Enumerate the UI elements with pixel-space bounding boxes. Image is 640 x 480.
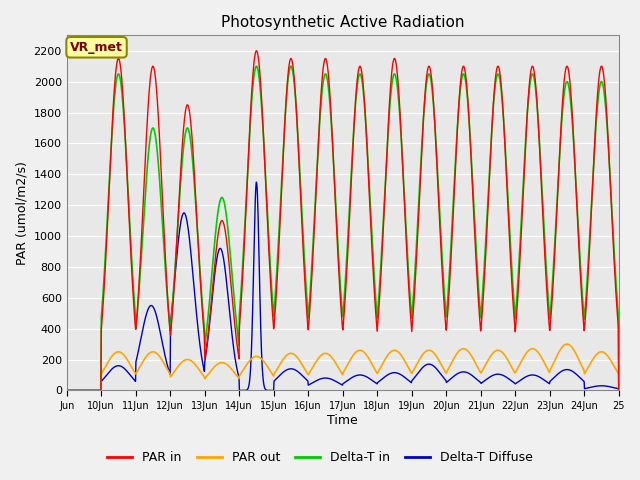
X-axis label: Time: Time [327,414,358,427]
Title: Photosynthetic Active Radiation: Photosynthetic Active Radiation [221,15,465,30]
Y-axis label: PAR (umol/m2/s): PAR (umol/m2/s) [15,161,28,265]
Legend: PAR in, PAR out, Delta-T in, Delta-T Diffuse: PAR in, PAR out, Delta-T in, Delta-T Dif… [102,446,538,469]
Text: VR_met: VR_met [70,41,123,54]
